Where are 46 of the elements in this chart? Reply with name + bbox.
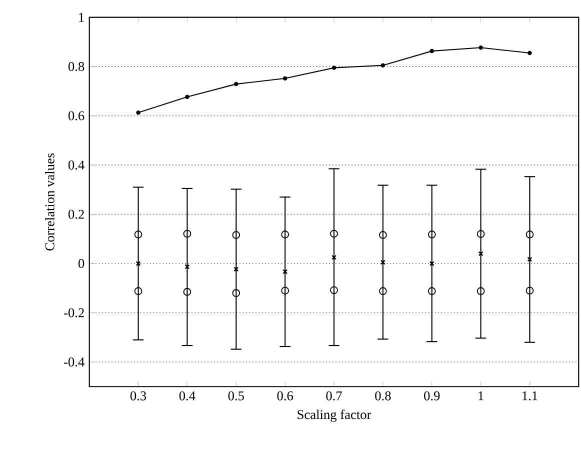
point <box>430 48 434 54</box>
y-tick-label: 0.8 <box>68 62 84 72</box>
x-tick-label: 0.8 <box>375 391 391 400</box>
y-tick-label: 0.4 <box>68 160 84 170</box>
point <box>183 230 192 238</box>
x-tick-label: 0.6 <box>277 391 294 400</box>
point <box>282 76 288 81</box>
point <box>379 287 387 296</box>
point <box>526 286 534 295</box>
point <box>332 66 336 70</box>
x-tick-label: 0.9 <box>424 391 440 400</box>
point <box>428 287 436 296</box>
point <box>380 63 386 68</box>
x-tick-label: 0.5 <box>228 391 244 400</box>
x-tick-label: 0.4 <box>179 391 196 400</box>
point <box>330 286 338 294</box>
point <box>330 230 338 238</box>
y-tick-label: 0.6 <box>68 111 84 120</box>
x-tick-label: 0.7 <box>326 391 342 400</box>
point <box>232 289 240 298</box>
point <box>528 50 532 56</box>
y-tick-label: -0.2 <box>64 308 84 318</box>
point <box>134 287 142 296</box>
point <box>478 45 483 50</box>
point <box>281 230 290 238</box>
point <box>234 82 238 86</box>
point <box>183 288 192 296</box>
point <box>379 231 387 239</box>
y-axis-title: Correlation values <box>44 153 54 251</box>
point <box>136 110 140 115</box>
x-tick-label: 1 <box>478 391 484 400</box>
x-axis-title: Scaling factor <box>298 410 372 422</box>
point <box>476 230 485 238</box>
x-tick-label: 1.1 <box>522 391 538 400</box>
point <box>185 94 190 99</box>
point <box>476 287 485 296</box>
y-tick-label: 0.2 <box>68 210 84 219</box>
point <box>526 230 534 238</box>
y-tick-label: -0.4 <box>64 358 84 367</box>
point <box>232 231 240 239</box>
x-tick-label: 0.3 <box>130 391 146 400</box>
point <box>134 230 142 238</box>
y-tick-label: 0 <box>78 259 84 268</box>
y-tick-label: 1 <box>79 12 84 22</box>
point <box>428 230 436 238</box>
point <box>281 286 290 295</box>
